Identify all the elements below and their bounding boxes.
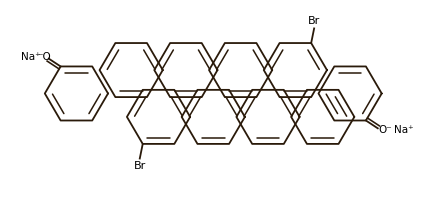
Text: Na⁺: Na⁺ — [21, 52, 41, 62]
Text: Na⁺: Na⁺ — [394, 125, 413, 135]
Text: Br: Br — [134, 161, 146, 171]
Text: ⁻O: ⁻O — [37, 52, 51, 62]
Text: Br: Br — [308, 16, 320, 26]
Text: O⁻: O⁻ — [379, 125, 392, 135]
